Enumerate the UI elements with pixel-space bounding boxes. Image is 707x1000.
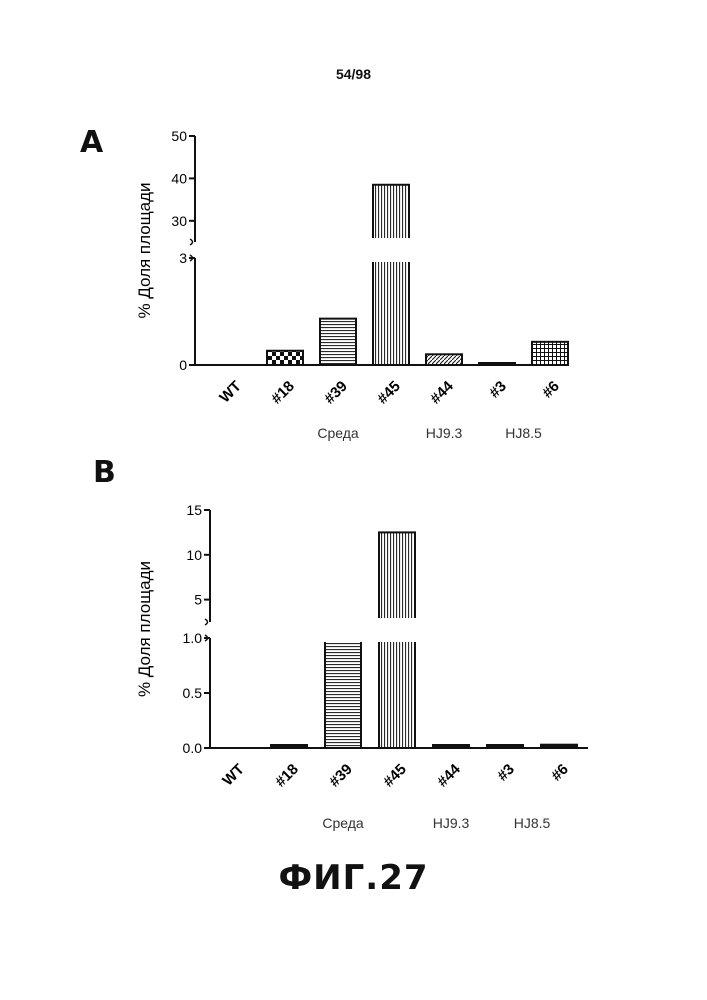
group-label: HJ9.3 — [433, 815, 470, 831]
bar — [432, 744, 470, 749]
x-tick-label: WT — [219, 761, 248, 790]
x-tick-label: #39 — [326, 761, 356, 791]
x-tick-label: #45 — [374, 378, 404, 408]
x-tick-label: #18 — [268, 378, 298, 408]
bar — [478, 362, 516, 366]
bar-break-gap — [367, 238, 415, 262]
bar-break-gap — [373, 618, 421, 642]
x-tick-label: #3 — [494, 761, 518, 785]
bar — [540, 743, 578, 749]
axis-break-mark — [189, 238, 194, 246]
bar — [266, 349, 304, 367]
y-axis-label: % Доля площади — [135, 182, 154, 318]
x-tick-label: #44 — [434, 760, 464, 790]
x-tick-label: #45 — [380, 761, 410, 791]
x-tick-label: #18 — [272, 761, 302, 791]
y-tick-label: 0.0 — [183, 740, 203, 756]
bar — [425, 353, 463, 367]
y-tick-label: 10 — [186, 547, 202, 563]
group-label: HJ9.3 — [426, 425, 463, 441]
chart-b: 5 10 15 0.0 0.5 1.0 % Доля площади WT #18 #39 #45 #… — [135, 502, 588, 831]
bar — [531, 340, 569, 366]
y-tick-label: 0 — [179, 357, 187, 373]
figure-caption: ФИГ.27 — [278, 858, 429, 898]
y-tick-label: 5 — [194, 592, 202, 608]
y-tick-label: 3 — [179, 250, 187, 266]
page-number: 54/98 — [335, 66, 372, 82]
axis-break-mark — [204, 618, 209, 626]
x-tick-label: #44 — [427, 377, 457, 407]
y-tick-label: 1.0 — [183, 630, 203, 646]
bar — [270, 744, 308, 749]
bar — [486, 744, 524, 749]
y-tick-label: 0.5 — [183, 685, 203, 701]
x-tick-label: #6 — [548, 761, 572, 785]
x-tick-label: #3 — [486, 378, 510, 402]
y-tick-label: 15 — [186, 502, 202, 518]
group-label: Среда — [317, 425, 359, 441]
x-tick-label: #39 — [321, 378, 351, 408]
panel-label-a: A — [80, 125, 104, 160]
bar — [319, 317, 357, 366]
x-tick-label: WT — [216, 378, 245, 407]
y-tick-label: 50 — [171, 128, 187, 144]
group-label: Среда — [322, 815, 364, 831]
x-tick-label: #6 — [539, 378, 563, 402]
bar-break-gap — [319, 618, 367, 642]
bar — [372, 183, 410, 367]
y-axis-label: % Доля площади — [135, 561, 154, 697]
group-label: HJ8.5 — [514, 815, 551, 831]
y-tick-label: 30 — [171, 213, 187, 229]
chart-a: 30 40 50 0 3 % Доля площади WT #18 #39 #45 #44 #3 #6… — [135, 128, 569, 441]
panel-label-b: B — [93, 455, 116, 490]
group-label: HJ8.5 — [505, 425, 542, 441]
y-tick-label: 40 — [171, 170, 187, 186]
